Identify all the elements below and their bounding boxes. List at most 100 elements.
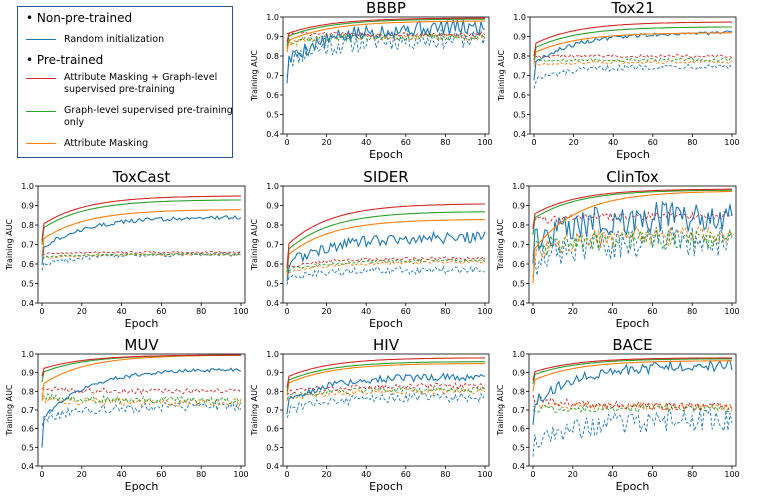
y-tick-label: 0.7 <box>512 241 525 250</box>
y-axis-label: Training AUC <box>5 219 14 271</box>
series-line-solid <box>286 203 485 268</box>
y-tick-label: 0.7 <box>513 72 526 81</box>
y-tick-label: 1.0 <box>266 350 279 359</box>
x-tick-label: 40 <box>117 307 127 316</box>
y-tick-label: 0.8 <box>512 221 525 230</box>
x-axis-label: Epoch <box>616 317 650 330</box>
y-tick-label: 0.4 <box>512 299 525 308</box>
series-line-dashed <box>286 256 486 273</box>
x-tick-label: 60 <box>647 470 657 479</box>
y-tick-label: 0.5 <box>21 280 34 289</box>
chart-panel: BBBP 0 20 40 60 80 100 0.4 0.5 0.6 0.7 0.8 0.9 1.0 Epo… <box>250 0 493 161</box>
series-line-solid <box>532 200 733 264</box>
y-tick-label: 1.0 <box>21 182 34 191</box>
y-tick-label: 0.5 <box>21 443 34 452</box>
series-line-dashed <box>41 400 242 426</box>
x-tick-label: 80 <box>687 138 697 147</box>
series-line-dashed <box>41 396 242 408</box>
x-tick-label: 20 <box>322 307 332 316</box>
legend-group-non-pretrained: • Non-pre-trained <box>26 11 132 25</box>
x-tick-label: 60 <box>156 307 166 316</box>
series-line-solid <box>533 30 733 81</box>
x-tick-label: 40 <box>361 307 371 316</box>
x-tick-label: 40 <box>361 138 371 147</box>
series-line-solid <box>41 199 241 245</box>
x-tick-label: 40 <box>117 470 127 479</box>
x-axis-label: Epoch <box>369 480 403 493</box>
series-line-solid <box>41 367 242 448</box>
series-line-solid <box>41 195 241 241</box>
y-tick-label: 1.0 <box>266 182 279 191</box>
legend-swatch-red <box>26 78 56 79</box>
y-tick-label: 0.8 <box>266 387 279 396</box>
series-line-solid <box>286 230 486 282</box>
x-tick-label: 20 <box>322 470 332 479</box>
y-tick-label: 0.4 <box>512 462 525 471</box>
y-tick-label: 1.0 <box>512 182 525 191</box>
legend-item-random-init: Random initialization <box>26 33 226 47</box>
series-line-dashed <box>533 63 733 89</box>
series-line-dashed <box>41 250 242 256</box>
series-line-solid <box>286 211 485 272</box>
y-tick-label: 0.7 <box>21 406 34 415</box>
y-tick-label: 0.9 <box>266 369 279 378</box>
legend-box: • Non-pre-trained Random initialization … <box>17 6 233 158</box>
y-axis-label: Training AUC <box>496 384 505 436</box>
series-line-solid <box>533 26 732 60</box>
legend-group-label: Pre-trained <box>36 53 104 67</box>
series-line-solid <box>41 209 241 257</box>
x-tick-label: 20 <box>569 138 579 147</box>
y-axis-label: Training AUC <box>250 219 259 271</box>
legend-swatch-blue <box>26 39 56 40</box>
series-line-solid <box>286 17 486 43</box>
legend-swatch-green <box>26 111 56 112</box>
series-line-dashed <box>286 264 486 285</box>
x-tick-label: 80 <box>196 307 206 316</box>
bullet-icon: • <box>26 11 34 25</box>
x-tick-label: 0 <box>531 138 536 147</box>
y-tick-label: 0.5 <box>266 443 279 452</box>
legend-item-graph-only: Graph-level supervised pre-training only <box>26 105 233 131</box>
series-line-solid <box>41 354 241 377</box>
series-line-solid <box>532 359 733 425</box>
legend-group-label: Non-pre-trained <box>36 11 133 25</box>
x-tick-label: 60 <box>401 470 411 479</box>
x-axis-label: Epoch <box>616 480 650 493</box>
x-tick-label: 0 <box>530 307 535 316</box>
y-tick-label: 0.6 <box>512 260 525 269</box>
x-tick-label: 40 <box>361 470 371 479</box>
y-tick-label: 0.6 <box>513 91 526 100</box>
series-line-dashed <box>286 31 486 37</box>
series-line-solid <box>533 32 732 64</box>
plot-frame <box>37 185 246 304</box>
y-tick-label: 0.4 <box>266 130 279 139</box>
x-tick-label: 80 <box>196 470 206 479</box>
x-tick-label: 80 <box>440 470 450 479</box>
x-tick-label: 20 <box>568 307 578 316</box>
y-axis-label: Training AUC <box>5 384 14 436</box>
series-line-dashed <box>286 31 486 49</box>
x-tick-label: 0 <box>39 470 44 479</box>
series-line-solid <box>532 360 733 392</box>
series-line-solid <box>532 358 732 385</box>
series-line-solid <box>286 19 486 84</box>
x-tick-label: 100 <box>477 138 492 147</box>
series-line-dashed <box>532 394 733 411</box>
x-tick-label: 100 <box>724 307 739 316</box>
series-line-solid <box>286 218 486 276</box>
y-tick-label: 1.0 <box>512 350 525 359</box>
y-tick-label: 0.4 <box>266 299 279 308</box>
legend-group-pretrained: • Pre-trained <box>26 53 103 67</box>
x-tick-label: 0 <box>284 138 289 147</box>
x-tick-label: 100 <box>477 307 492 316</box>
x-axis-label: Epoch <box>125 317 159 330</box>
x-tick-label: 0 <box>284 470 289 479</box>
x-tick-label: 100 <box>724 138 739 147</box>
series-line-dashed <box>286 258 486 277</box>
x-tick-label: 80 <box>440 138 450 147</box>
y-axis-label: Training AUC <box>250 50 259 102</box>
y-axis-label: Training AUC <box>497 50 506 102</box>
y-tick-label: 0.7 <box>266 406 279 415</box>
series-line-solid <box>532 188 732 229</box>
series-line-dashed <box>533 59 733 67</box>
